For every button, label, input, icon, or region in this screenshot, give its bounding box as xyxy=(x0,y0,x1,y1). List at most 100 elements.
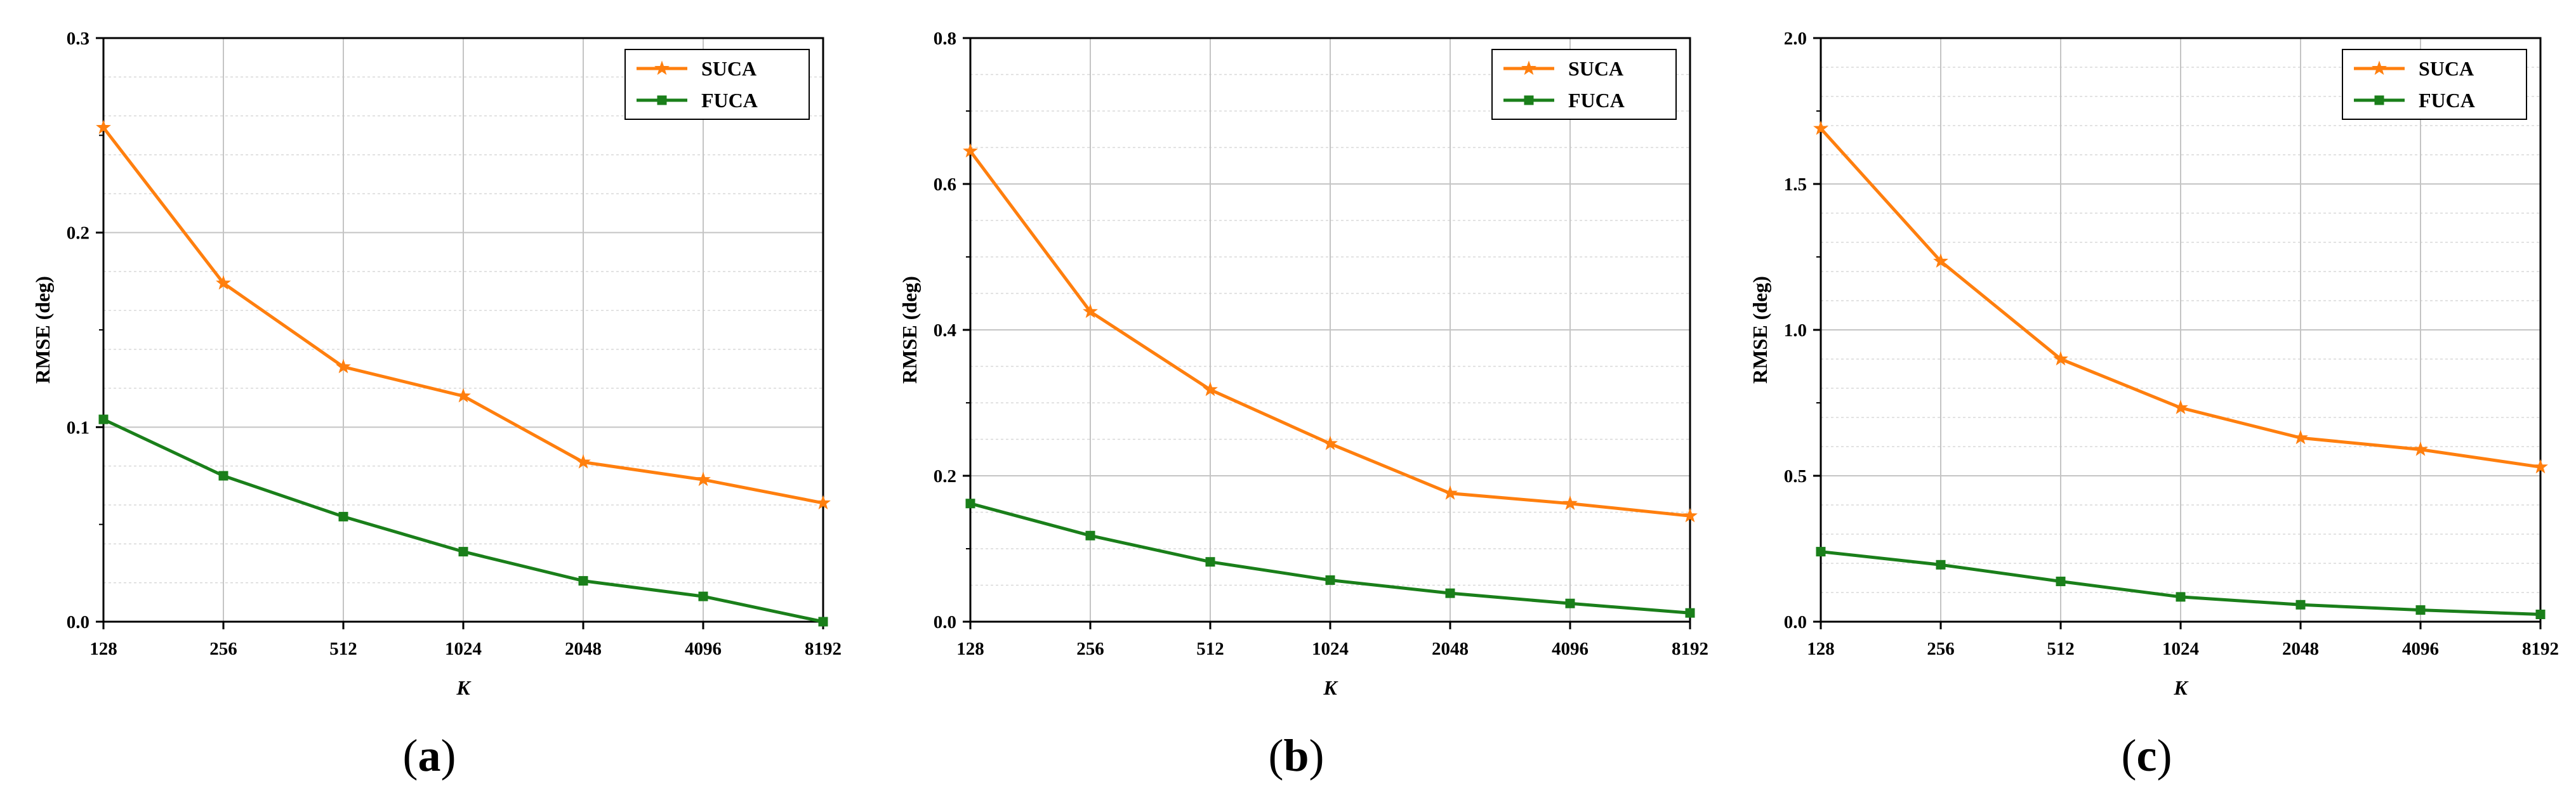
y-axis-label: RMSE (deg) xyxy=(31,276,54,384)
data-point-fuca xyxy=(2295,599,2306,610)
legend-label-fuca: FUCA xyxy=(701,89,758,112)
legend-label-suca: SUCA xyxy=(2419,57,2474,80)
legend-label-fuca: FUCA xyxy=(2419,89,2475,112)
x-tick-label: 1024 xyxy=(1312,639,1349,659)
x-axis-label: K xyxy=(1323,676,1338,699)
x-tick-label: 2048 xyxy=(1432,639,1469,659)
x-tick-label: 256 xyxy=(1927,639,1955,659)
data-point-suca xyxy=(696,471,711,487)
x-tick-label: 8192 xyxy=(1672,639,1708,659)
x-tick-label: 512 xyxy=(1196,639,1224,659)
y-tick-label: 1.5 xyxy=(1784,174,1807,195)
data-point-suca xyxy=(2053,351,2068,366)
x-tick-label: 512 xyxy=(329,639,357,659)
y-tick-label: 0.0 xyxy=(1784,612,1807,632)
y-tick-label: 0.2 xyxy=(934,466,956,487)
data-point-suca xyxy=(1443,485,1458,500)
data-point-fuca xyxy=(818,617,828,627)
y-tick-label: 1.0 xyxy=(1784,320,1807,341)
data-point-fuca xyxy=(1936,560,1946,570)
x-tick-label: 128 xyxy=(956,639,984,659)
data-point-fuca xyxy=(965,499,975,509)
legend-box xyxy=(1491,49,1677,120)
x-tick-label: 2048 xyxy=(565,639,602,659)
y-tick-label: 0.0 xyxy=(934,612,956,632)
data-point-fuca xyxy=(1325,575,1335,585)
data-point-suca xyxy=(336,358,351,374)
legend-marker-suca xyxy=(654,60,670,75)
data-point-suca xyxy=(1083,303,1098,318)
x-tick-label: 8192 xyxy=(2522,639,2559,659)
data-point-suca xyxy=(1562,495,1578,510)
data-point-suca xyxy=(456,388,471,403)
x-tick-label: 1024 xyxy=(2162,639,2199,659)
legend-marker-suca xyxy=(2372,60,2387,75)
data-point-suca xyxy=(1682,508,1698,523)
chart-c: 0.0 0.5 1.0 1.5 2.0 128 256 512 1024 2048 4096 8192… xyxy=(1748,29,2559,699)
chart-panel-b: 0.0 0.2 0.4 0.6 0.8 128 256 512 1024 2048 4096 8192… xyxy=(867,0,1726,812)
data-point-suca xyxy=(216,275,231,290)
x-tick-label: 256 xyxy=(209,639,237,659)
caption-a: (a) xyxy=(402,730,456,781)
y-axis-label: RMSE (deg) xyxy=(1748,276,1771,384)
data-point-fuca xyxy=(1205,557,1215,567)
legend-label-fuca: FUCA xyxy=(1568,89,1625,112)
x-tick-label: 512 xyxy=(2047,639,2075,659)
y-tick-label: 0.3 xyxy=(67,29,89,49)
legend-marker-fuca xyxy=(2374,95,2384,105)
x-tick-label: 4096 xyxy=(1552,639,1589,659)
y-tick-label: 0.4 xyxy=(934,320,956,341)
y-tick-label: 0.8 xyxy=(934,29,956,49)
data-point-fuca xyxy=(2415,605,2426,615)
x-axis-label: K xyxy=(456,676,472,699)
data-point-suca xyxy=(2293,429,2308,445)
data-point-fuca xyxy=(578,576,588,586)
data-point-suca xyxy=(1203,381,1218,396)
data-point-suca xyxy=(96,119,111,134)
data-point-suca xyxy=(2173,400,2188,414)
y-tick-label: 0.2 xyxy=(67,223,89,244)
x-tick-label: 1024 xyxy=(445,639,482,659)
legend-marker-fuca xyxy=(657,95,667,105)
data-point-suca xyxy=(576,454,591,469)
x-tick-label: 128 xyxy=(89,639,117,659)
x-tick-label: 8192 xyxy=(805,639,842,659)
x-tick-label: 256 xyxy=(1076,639,1104,659)
legend-box xyxy=(624,49,810,120)
x-tick-label: 4096 xyxy=(685,639,722,659)
data-point-fuca xyxy=(2056,577,2066,587)
chart-a: 0.0 0.1 0.2 0.3 128 256 512 1024 2048 4096 8192 K RM… xyxy=(31,29,842,699)
x-tick-label: 4096 xyxy=(2402,639,2439,659)
data-point-fuca xyxy=(458,547,468,557)
data-point-fuca xyxy=(698,591,708,601)
chart-b: 0.0 0.2 0.4 0.6 0.8 128 256 512 1024 2048 4096 8192… xyxy=(898,29,1708,699)
x-tick-label: 128 xyxy=(1807,639,1835,659)
data-point-fuca xyxy=(1685,608,1695,618)
y-tick-label: 0.6 xyxy=(934,174,956,195)
chart-panel-a: 0.0 0.1 0.2 0.3 128 256 512 1024 2048 4096 8192 K RM… xyxy=(0,0,859,812)
data-point-suca xyxy=(1323,435,1338,450)
chart-panel-c: 0.0 0.5 1.0 1.5 2.0 128 256 512 1024 2048 4096 8192… xyxy=(1717,0,2576,812)
caption-b: (b) xyxy=(1268,730,1324,781)
legend-label-suca: SUCA xyxy=(1568,57,1623,80)
data-point-fuca xyxy=(1085,530,1095,540)
y-axis-label: RMSE (deg) xyxy=(898,276,921,384)
data-point-suca xyxy=(1813,121,1828,135)
data-point-fuca xyxy=(338,511,348,521)
legend-label-suca: SUCA xyxy=(701,57,756,80)
data-point-suca xyxy=(963,143,978,158)
data-point-suca xyxy=(1933,253,1948,268)
legend-box xyxy=(2342,49,2527,120)
legend-marker-suca xyxy=(1521,60,1536,75)
y-tick-label: 0.1 xyxy=(67,417,89,438)
data-point-suca xyxy=(2413,442,2428,456)
data-point-fuca xyxy=(2535,610,2546,619)
data-point-fuca xyxy=(218,471,228,481)
x-axis-label: K xyxy=(2173,676,2189,699)
data-point-fuca xyxy=(2176,592,2186,602)
data-point-fuca xyxy=(1565,598,1575,608)
data-point-suca xyxy=(2533,459,2548,474)
data-point-fuca xyxy=(1445,588,1455,598)
y-tick-label: 2.0 xyxy=(1784,29,1807,49)
